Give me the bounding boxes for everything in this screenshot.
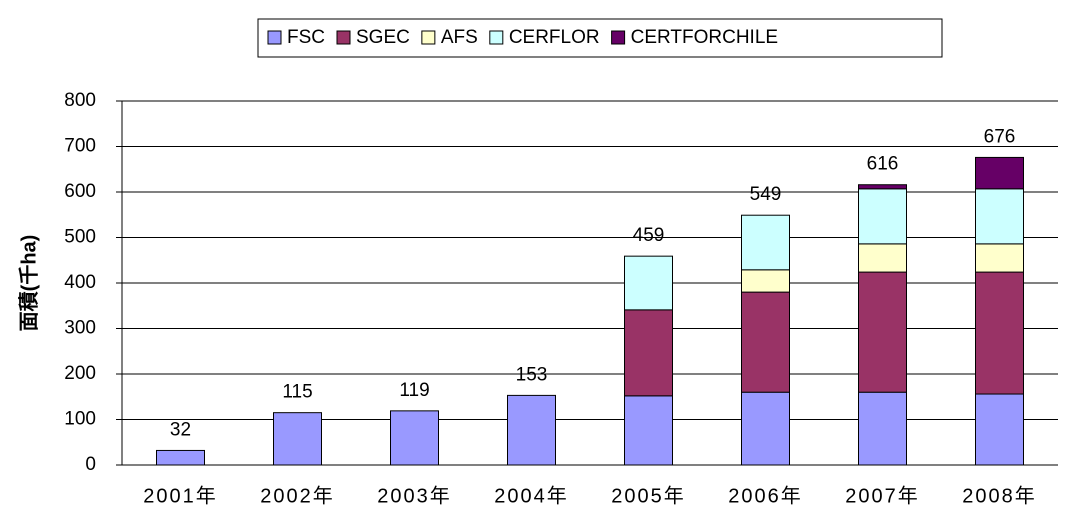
- legend-label: AFS: [441, 27, 478, 48]
- bar-segment: [507, 394, 556, 466]
- bar-segment: [858, 391, 907, 466]
- bar-segment: [858, 184, 907, 190]
- total-label: 153: [516, 364, 548, 385]
- bar-segment: [624, 309, 673, 397]
- x-tick-label: 2006年: [728, 484, 803, 507]
- total-label: 32: [170, 419, 191, 440]
- y-axis-label: 面積(千ha): [17, 235, 40, 332]
- y-tick-label: 100: [64, 409, 96, 430]
- bar-segment: [858, 271, 907, 393]
- bar-segment: [624, 395, 673, 466]
- bar-segment: [741, 214, 790, 271]
- legend-label: CERTFORCHILE: [631, 27, 778, 48]
- legend-swatch: [611, 30, 626, 45]
- legend-swatch: [267, 30, 282, 45]
- bar-segment: [741, 291, 790, 393]
- x-tick-label: 2007年: [845, 484, 920, 507]
- x-tick-label: 2001年: [143, 484, 218, 507]
- x-tick-label: 2003年: [377, 484, 452, 507]
- bar-segment: [975, 156, 1024, 190]
- legend-swatch: [336, 30, 351, 45]
- bar-segment: [156, 449, 205, 466]
- x-tick-label: 2002年: [260, 484, 335, 507]
- legend-label: CERFLOR: [509, 27, 600, 48]
- y-tick-label: 300: [64, 318, 96, 339]
- x-tick-label: 2008年: [962, 484, 1037, 507]
- y-tick-label: 500: [64, 227, 96, 248]
- y-tick-label: 0: [85, 454, 96, 475]
- y-tick-label: 400: [64, 272, 96, 293]
- total-label: 676: [984, 126, 1016, 147]
- legend-swatch: [489, 30, 504, 45]
- bar-segment: [741, 269, 790, 293]
- bar-segment: [741, 391, 790, 466]
- y-tick-label: 200: [64, 363, 96, 384]
- bar-segment: [975, 243, 1024, 273]
- total-label: 115: [282, 382, 312, 403]
- y-tick-label: 600: [64, 181, 96, 202]
- x-tick-label: 2005年: [611, 484, 686, 507]
- total-label: 549: [750, 184, 782, 205]
- legend-box: [257, 18, 943, 58]
- bar-segment: [975, 188, 1024, 245]
- bar-segment: [390, 410, 439, 466]
- total-label: 119: [399, 380, 429, 401]
- bar-segment: [273, 412, 322, 466]
- total-label: 616: [867, 154, 899, 175]
- bar-segment: [975, 271, 1024, 395]
- total-label: 459: [633, 225, 665, 246]
- bar-segment: [975, 393, 1024, 466]
- x-tick-label: 2004年: [494, 484, 569, 507]
- bar-segment: [858, 188, 907, 245]
- y-tick-label: 700: [64, 136, 96, 157]
- legend-label: FSC: [287, 27, 325, 48]
- legend-swatch: [421, 30, 436, 45]
- y-tick-label: 800: [64, 90, 96, 111]
- bar-segment: [624, 255, 673, 311]
- legend-label: SGEC: [356, 27, 410, 48]
- bar-segment: [858, 243, 907, 273]
